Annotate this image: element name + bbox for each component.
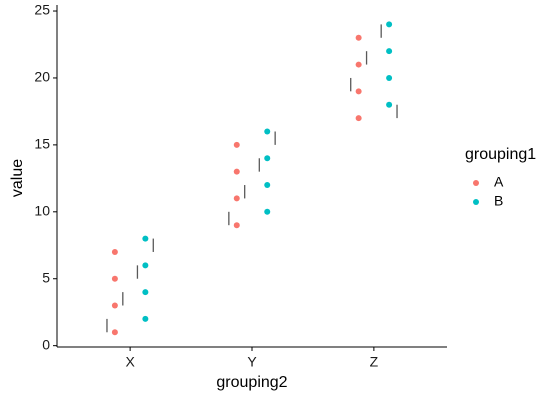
point bbox=[111, 275, 118, 282]
legend-key bbox=[473, 180, 479, 186]
point bbox=[111, 302, 118, 309]
point bbox=[386, 48, 393, 55]
point bbox=[355, 115, 362, 122]
point bbox=[142, 262, 149, 269]
point bbox=[264, 155, 271, 162]
y-tick-label: 25 bbox=[34, 2, 50, 18]
point bbox=[111, 248, 118, 255]
x-tick-label: Z bbox=[370, 354, 379, 370]
legend-title: grouping1 bbox=[465, 146, 536, 163]
point bbox=[233, 168, 240, 175]
legend-label: A bbox=[494, 174, 504, 190]
point bbox=[111, 329, 118, 336]
point bbox=[386, 21, 393, 28]
point bbox=[233, 222, 240, 229]
point bbox=[142, 235, 149, 242]
point bbox=[264, 208, 271, 215]
x-tick-label: Y bbox=[247, 354, 257, 370]
point bbox=[264, 182, 271, 189]
point bbox=[233, 195, 240, 202]
y-tick-label: 15 bbox=[34, 136, 50, 152]
point bbox=[233, 141, 240, 148]
x-tick-label: X bbox=[125, 354, 135, 370]
point bbox=[355, 61, 362, 68]
legend-label: B bbox=[494, 193, 503, 209]
y-tick-label: 20 bbox=[34, 69, 50, 85]
point bbox=[355, 88, 362, 95]
y-tick-label: 5 bbox=[42, 269, 50, 285]
y-tick-label: 0 bbox=[42, 336, 50, 352]
point bbox=[264, 128, 271, 135]
point bbox=[386, 101, 393, 108]
point bbox=[386, 74, 393, 81]
y-axis-label: value bbox=[9, 159, 26, 197]
legend-key bbox=[473, 199, 479, 205]
point bbox=[355, 34, 362, 41]
point bbox=[142, 315, 149, 322]
y-tick-label: 10 bbox=[34, 203, 50, 219]
x-axis-label: grouping2 bbox=[216, 374, 287, 391]
point bbox=[142, 289, 149, 296]
